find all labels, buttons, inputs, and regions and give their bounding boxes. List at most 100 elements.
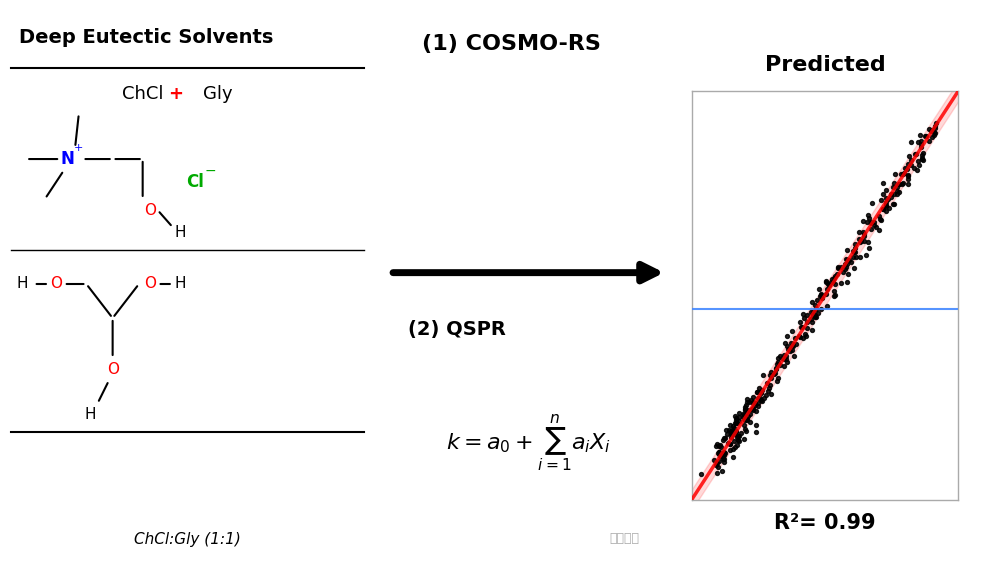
Point	[891, 179, 907, 189]
Point	[799, 311, 815, 320]
Point	[901, 152, 917, 161]
Point	[819, 285, 835, 294]
Point	[839, 277, 855, 286]
Point	[798, 324, 814, 333]
Point	[885, 199, 901, 208]
Point	[847, 248, 863, 257]
Point	[736, 414, 752, 423]
Point	[818, 277, 834, 286]
Point	[900, 170, 916, 179]
Point	[709, 440, 725, 449]
Point	[767, 369, 782, 378]
Point	[886, 200, 902, 209]
Text: ChCl: ChCl	[122, 85, 169, 103]
Point	[860, 237, 875, 246]
Point	[716, 455, 732, 464]
Point	[880, 203, 896, 212]
Point	[754, 385, 770, 394]
Point	[889, 183, 905, 192]
Point	[740, 412, 756, 421]
Point	[757, 393, 773, 402]
Point	[747, 400, 763, 410]
Text: Gly: Gly	[203, 85, 232, 103]
Point	[866, 218, 882, 227]
Point	[783, 338, 799, 347]
Point	[737, 402, 753, 411]
Point	[891, 179, 907, 189]
Text: −: −	[205, 164, 216, 177]
Point	[735, 410, 751, 419]
Point	[811, 285, 827, 294]
Point	[736, 434, 752, 443]
Point	[900, 179, 916, 189]
Point	[808, 304, 824, 313]
Point	[738, 406, 754, 415]
Point	[895, 178, 911, 187]
Point	[903, 161, 919, 170]
Text: O: O	[107, 362, 119, 377]
Point	[716, 448, 732, 457]
Point	[856, 230, 871, 239]
Text: O: O	[144, 277, 156, 291]
Text: $k = a_0 + \sum_{i=1}^{n} a_i X_i$: $k = a_0 + \sum_{i=1}^{n} a_i X_i$	[446, 412, 612, 474]
Point	[723, 429, 739, 438]
Point	[711, 442, 727, 451]
Point	[727, 418, 743, 427]
Point	[741, 406, 757, 415]
Point	[833, 279, 849, 288]
Point	[891, 187, 907, 196]
Point	[738, 415, 754, 424]
Point	[847, 240, 863, 249]
Point	[709, 469, 725, 478]
Point	[839, 260, 855, 269]
Point	[846, 247, 862, 256]
Point	[726, 427, 742, 436]
Point	[742, 417, 758, 427]
Point	[763, 367, 779, 377]
Point	[849, 253, 864, 262]
Point	[735, 412, 751, 421]
Point	[710, 449, 726, 458]
Point	[713, 442, 729, 452]
Point	[722, 440, 738, 449]
Point	[738, 400, 754, 410]
Point	[886, 178, 902, 187]
Point	[793, 323, 809, 332]
Point	[725, 421, 741, 430]
Point	[745, 403, 761, 412]
Point	[907, 149, 923, 158]
Point	[926, 131, 942, 140]
Point	[883, 190, 899, 199]
Point	[895, 169, 911, 178]
Point	[784, 341, 800, 350]
Point	[715, 454, 731, 463]
Point	[763, 374, 779, 383]
Point	[906, 163, 922, 172]
Point	[739, 415, 755, 424]
Point	[886, 189, 902, 198]
Point	[813, 304, 829, 314]
Point	[852, 237, 867, 247]
Point	[742, 409, 758, 418]
Point	[717, 426, 733, 435]
Text: +: +	[74, 143, 84, 153]
Point	[745, 398, 761, 407]
Point	[830, 263, 846, 272]
Point	[903, 156, 919, 165]
Point	[861, 211, 876, 220]
Point	[744, 404, 760, 414]
Point	[741, 397, 757, 406]
Point	[731, 436, 747, 445]
Point	[730, 432, 746, 441]
Point	[864, 217, 879, 226]
Point	[777, 362, 792, 371]
Point	[845, 247, 861, 256]
Point	[711, 452, 727, 461]
Point	[784, 327, 800, 336]
Point	[824, 275, 840, 284]
Point	[791, 332, 807, 341]
Point	[768, 365, 783, 374]
Point	[723, 432, 739, 441]
Point	[709, 458, 725, 467]
Point	[777, 339, 792, 348]
